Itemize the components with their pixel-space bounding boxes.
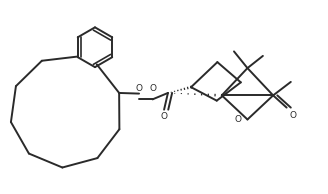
Text: O: O (289, 111, 296, 120)
Text: O: O (149, 84, 156, 93)
Text: O: O (135, 84, 143, 93)
Text: O: O (161, 112, 168, 121)
Text: O: O (235, 115, 242, 124)
